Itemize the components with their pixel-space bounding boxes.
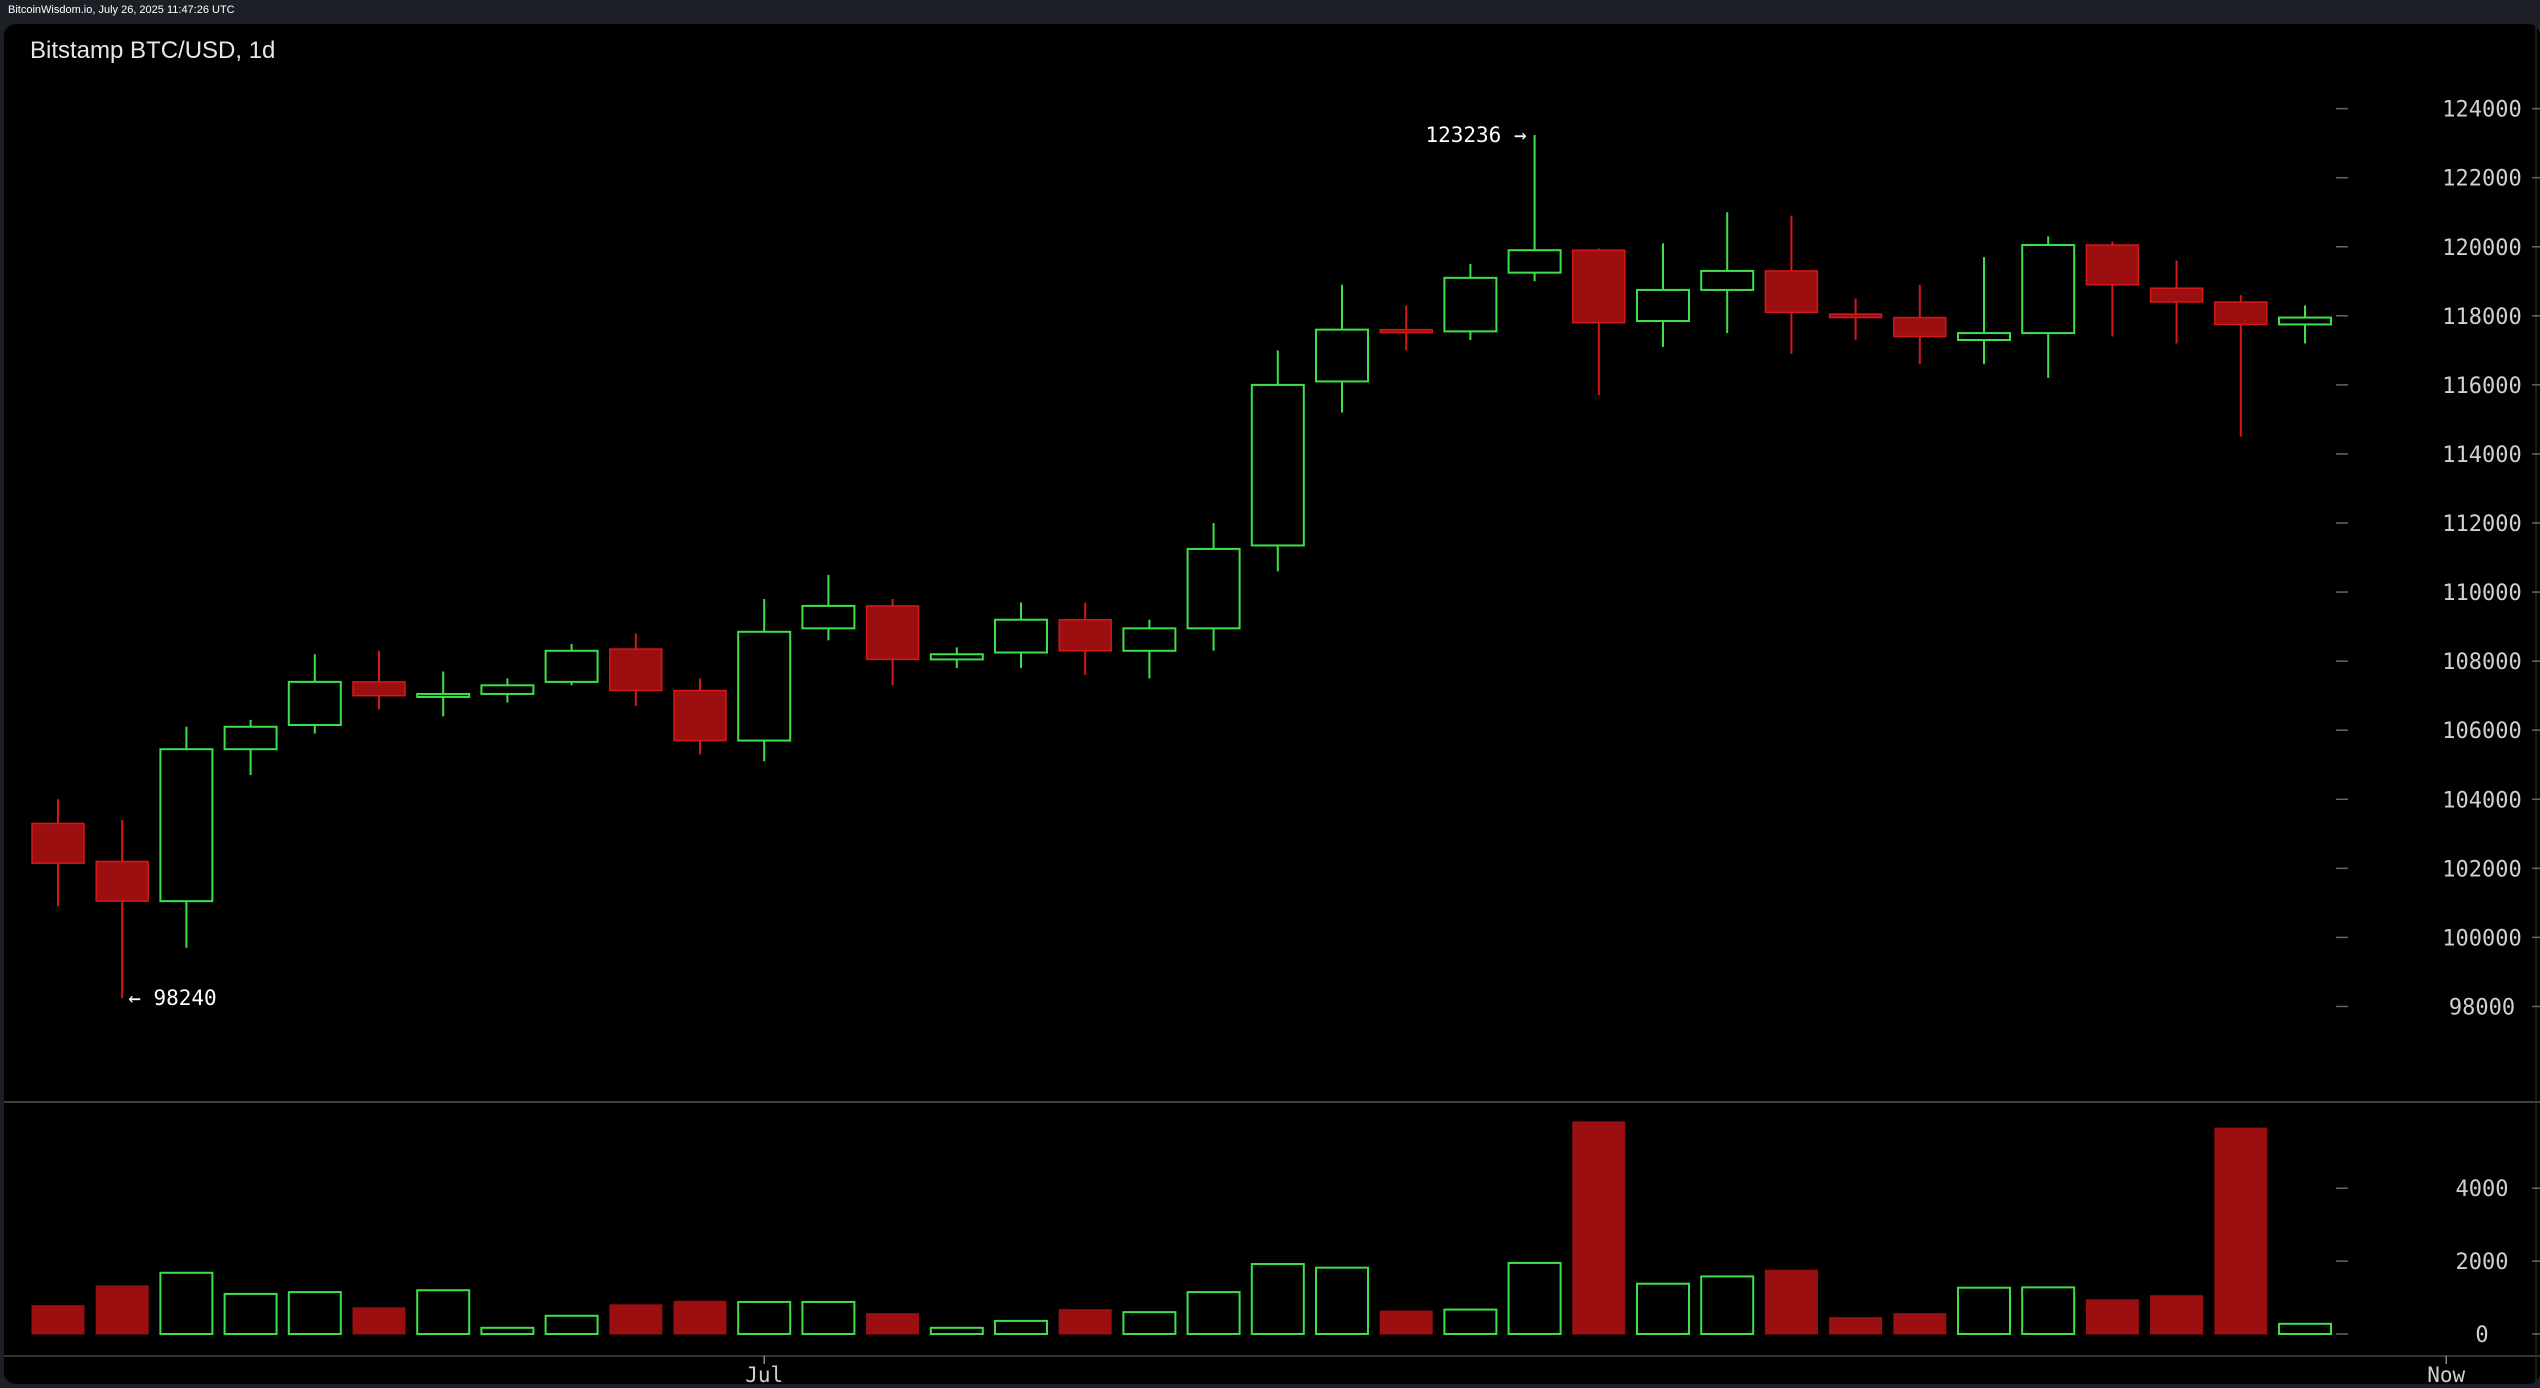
candle-body-up bbox=[1636, 288, 1690, 323]
volume-bar-up bbox=[480, 1326, 535, 1335]
candle-body-up bbox=[223, 725, 278, 751]
candle-body-up bbox=[929, 653, 984, 661]
volume-tick-label: 2000 bbox=[2456, 1250, 2509, 1275]
volume-bar-down bbox=[1893, 1313, 1947, 1335]
price-tick-label: 118000 bbox=[2442, 305, 2521, 330]
price-tick-label: 114000 bbox=[2442, 443, 2521, 468]
volume-bar-down bbox=[1572, 1121, 1626, 1335]
volume-bar-up bbox=[2278, 1322, 2332, 1336]
price-tick-label: 108000 bbox=[2442, 650, 2521, 675]
price-tick-label: 124000 bbox=[2442, 98, 2521, 123]
volume-bar-up bbox=[223, 1292, 278, 1336]
volume-bar-up bbox=[544, 1314, 599, 1336]
volume-bar-up bbox=[994, 1319, 1048, 1335]
price-tick-label: 110000 bbox=[2442, 581, 2521, 606]
candle-body-down bbox=[1893, 316, 1947, 338]
candle-body-up bbox=[1443, 276, 1498, 333]
volume-bar-down bbox=[609, 1304, 663, 1335]
volume-bar-up bbox=[929, 1326, 984, 1335]
volume-bar-down bbox=[1764, 1269, 1818, 1335]
volume-bar-down bbox=[2214, 1127, 2268, 1335]
volume-bar-up bbox=[1315, 1266, 1369, 1336]
candle-body-up bbox=[1186, 547, 1241, 630]
volume-bar-down bbox=[352, 1307, 406, 1335]
volume-bar-up bbox=[737, 1300, 792, 1336]
price-tick-label: 100000 bbox=[2442, 926, 2521, 951]
volume-bar-down bbox=[673, 1300, 727, 1335]
price-tick-label: 112000 bbox=[2442, 512, 2521, 537]
candle-body-down bbox=[1379, 328, 1433, 334]
candle-body-down bbox=[609, 648, 663, 692]
volume-bar-up bbox=[1186, 1291, 1241, 1336]
candle-body-down bbox=[1058, 618, 1112, 652]
volume-bar-down bbox=[95, 1285, 149, 1335]
candle-body-down bbox=[31, 822, 85, 864]
candle-body-up bbox=[416, 692, 471, 698]
volume-tick-label: 0 bbox=[2475, 1323, 2488, 1348]
price-tick-label: 106000 bbox=[2442, 719, 2521, 744]
volume-bar-up bbox=[1957, 1286, 2011, 1335]
volume-bar-up bbox=[287, 1291, 342, 1336]
volume-bar-down bbox=[1058, 1309, 1112, 1335]
chart-frame[interactable]: 124000 122000 120000 118000 116000 114000 1120… bbox=[4, 24, 2540, 1384]
volume-bar-up bbox=[1700, 1275, 1755, 1335]
candle-body-down bbox=[1572, 249, 1626, 324]
volume-bar-up bbox=[416, 1289, 471, 1336]
candle-body-down bbox=[673, 689, 727, 742]
volume-bar-down bbox=[1829, 1317, 1883, 1335]
header-timestamp: BitcoinWisdom.io, July 26, 2025 11:47:26… bbox=[8, 4, 235, 16]
volume-bar-up bbox=[1443, 1308, 1498, 1335]
candle-body-down bbox=[865, 605, 920, 661]
volume-bar-up bbox=[1636, 1282, 1690, 1336]
candle-body-down bbox=[2149, 287, 2204, 303]
candle-body-up bbox=[1700, 269, 1755, 291]
candle-body-up bbox=[1315, 328, 1369, 383]
candle-body-down bbox=[2214, 301, 2268, 326]
candle-body-down bbox=[1764, 270, 1819, 314]
candle-body-up bbox=[1507, 249, 1562, 274]
candle-body-down bbox=[2085, 244, 2140, 286]
volume-bar-up bbox=[159, 1271, 214, 1336]
candle-body-up bbox=[1250, 383, 1305, 547]
candle-body-up bbox=[801, 604, 856, 630]
volume-bar-up bbox=[1250, 1263, 1305, 1336]
candle-body-up bbox=[159, 748, 214, 903]
price-tick-label: 98000 bbox=[2449, 995, 2515, 1020]
candle-body-down bbox=[352, 681, 406, 697]
volume-bar-up bbox=[2021, 1286, 2076, 1336]
volume-tick-label: 4000 bbox=[2456, 1177, 2509, 1202]
volume-bar-up bbox=[1507, 1261, 1562, 1335]
candle-body-up bbox=[737, 630, 792, 742]
low-annotation: ← 98240 bbox=[128, 986, 217, 1010]
candle-body-down bbox=[1828, 313, 1883, 319]
volume-bar-up bbox=[1122, 1311, 1177, 1336]
price-tick-label: 122000 bbox=[2442, 167, 2521, 192]
price-tick-label: 104000 bbox=[2442, 788, 2521, 813]
price-tick-label: 120000 bbox=[2442, 236, 2521, 261]
candle-body-up bbox=[2021, 244, 2076, 335]
candle-body-up bbox=[1957, 332, 2011, 341]
volume-bar-down bbox=[866, 1313, 920, 1335]
candle-body-up bbox=[994, 618, 1048, 654]
price-tick-label: 116000 bbox=[2442, 374, 2521, 399]
volume-bar-down bbox=[2150, 1295, 2204, 1335]
high-annotation: 123236 → bbox=[1425, 123, 1526, 147]
candle-body-up bbox=[287, 680, 342, 727]
candlestick-chart[interactable]: 124000 122000 120000 118000 116000 114000 1120… bbox=[4, 24, 2540, 1384]
header-bar: BitcoinWisdom.io, July 26, 2025 11:47:26… bbox=[0, 0, 2540, 24]
price-tick-label: 102000 bbox=[2442, 857, 2521, 882]
volume-bar-up bbox=[801, 1300, 856, 1336]
x-tick-label: Now bbox=[2427, 1363, 2465, 1384]
candle-body-up bbox=[480, 684, 535, 695]
volume-bar-down bbox=[2085, 1299, 2139, 1335]
volume-bar-down bbox=[31, 1305, 85, 1335]
candle-body-down bbox=[95, 860, 149, 902]
volume-bar-down bbox=[1379, 1310, 1433, 1335]
chart-title: Bitstamp BTC/USD, 1d bbox=[30, 37, 276, 64]
candle-body-up bbox=[1122, 627, 1177, 652]
x-tick-label: Jul bbox=[745, 1363, 783, 1384]
candle-body-up bbox=[2278, 316, 2332, 326]
candle-body-up bbox=[544, 649, 599, 683]
